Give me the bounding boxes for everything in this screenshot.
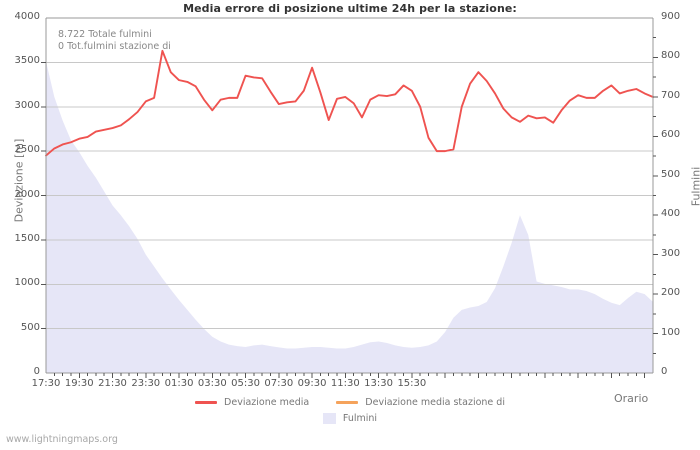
x-axis-tick-label: 17:30	[31, 378, 61, 389]
y-axis-right-tick-label: 600	[661, 129, 681, 141]
y-axis-right-tick-label: 700	[661, 89, 681, 101]
x-axis-tick-label: 21:30	[98, 378, 127, 389]
x-axis-tick-label: 01:30	[164, 378, 194, 389]
x-axis-tick-label: 09:30	[297, 378, 327, 389]
x-axis-title: Orario	[614, 392, 649, 405]
y-axis-right-tick-label: 400	[661, 208, 681, 220]
legend-line-swatch-red	[195, 401, 218, 404]
y-axis-right-tick-label: 500	[661, 168, 681, 180]
legend-label-deviazione-media-stazione: Deviazione media stazione di	[365, 397, 505, 408]
y-axis-left-tick-label: 2500	[14, 144, 40, 156]
legend-line-swatch-orange	[336, 401, 359, 404]
x-axis-tick-label: 15:30	[397, 378, 427, 389]
x-axis-tick-label: 19:30	[64, 378, 94, 389]
x-axis-tick-label: 13:30	[364, 378, 393, 389]
x-axis-tick-label: 11:30	[330, 378, 360, 389]
y-axis-left-title: Deviazione [m]	[12, 138, 26, 223]
x-axis-tick-label: 05:30	[231, 378, 260, 389]
y-axis-right-tick-label: 200	[661, 287, 681, 299]
legend-area-swatch-lavender	[322, 413, 336, 424]
y-axis-left-tick-label: 500	[20, 321, 40, 333]
y-axis-right-tick-label: 900	[661, 11, 681, 22]
y-axis-left-tick-label: 1500	[14, 232, 40, 244]
legend-label-fulmini: Fulmini	[342, 413, 378, 424]
y-axis-left-tick-label: 0	[33, 366, 40, 377]
x-axis-tick-label: 03:30	[197, 378, 227, 389]
y-axis-left-tick-label: 3000	[14, 99, 40, 111]
y-axis-left-tick-label: 3500	[14, 55, 40, 67]
page-title: Media errore di posizione ultime 24h per…	[183, 2, 517, 15]
legend-row-area: Fulmini	[0, 410, 700, 426]
legend-item-fulmini[interactable]: Fulmini	[322, 411, 378, 426]
annotation-station-strokes: 0 Tot.fulmini stazione di	[58, 41, 171, 52]
chart-legend: Deviazione media Deviazione media stazio…	[0, 394, 700, 426]
x-axis-tick-label: 07:30	[264, 378, 294, 389]
y-axis-right-tick-label: 0	[661, 366, 668, 377]
y-axis-right-title: Fulmini	[689, 166, 700, 207]
y-axis-right-tick-label: 300	[661, 247, 681, 259]
line-series-deviazione-media	[45, 49, 654, 157]
legend-item-deviazione-media-stazione[interactable]: Deviazione media stazione di	[336, 395, 505, 410]
legend-row-lines: Deviazione media Deviazione media stazio…	[0, 394, 700, 410]
footer-url: www.lightningmaps.org	[6, 434, 118, 445]
legend-label-deviazione-media: Deviazione media	[224, 397, 310, 408]
legend-item-deviazione-media[interactable]: Deviazione media	[195, 395, 309, 410]
y-axis-left-tick-label: 4000	[14, 11, 40, 22]
x-axis-tick-label: 23:30	[131, 378, 161, 389]
y-axis-right-tick-label: 100	[661, 326, 681, 338]
annotation-total-strokes: 8.722 Totale fulmini	[58, 29, 152, 40]
area-series-fulmini	[46, 61, 653, 373]
y-axis-right-tick-label: 800	[661, 50, 681, 62]
y-axis-left-tick-label: 1000	[14, 277, 40, 289]
y-axis-left-tick-label: 2000	[14, 188, 40, 200]
